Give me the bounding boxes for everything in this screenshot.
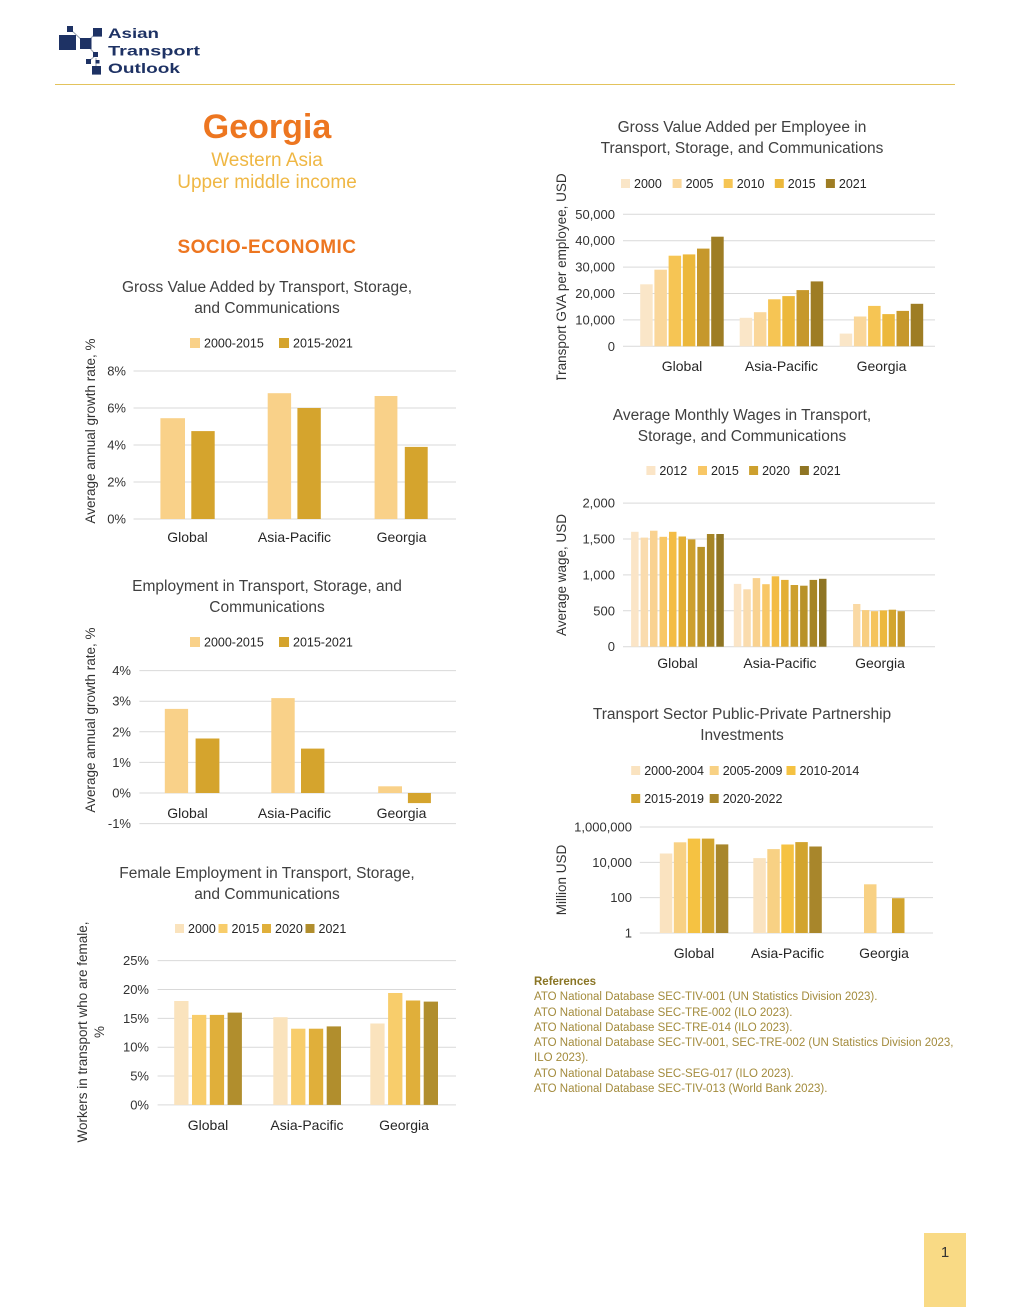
svg-text:Georgia: Georgia bbox=[857, 358, 907, 374]
svg-text:2000-2015: 2000-2015 bbox=[204, 337, 264, 351]
svg-text:Georgia: Georgia bbox=[859, 945, 909, 961]
svg-text:2015: 2015 bbox=[232, 922, 260, 936]
svg-text:Gross Value Added by Transport: Gross Value Added by Transport, Storage, bbox=[122, 279, 412, 296]
svg-text:Global: Global bbox=[662, 358, 702, 374]
svg-text:0%: 0% bbox=[112, 786, 131, 801]
svg-text:3%: 3% bbox=[112, 694, 131, 709]
svg-text:Million USD: Million USD bbox=[554, 844, 569, 915]
svg-text:Female Employment in Transport: Female Employment in Transport, Storage, bbox=[119, 865, 415, 882]
svg-text:Asia-Pacific: Asia-Pacific bbox=[745, 358, 818, 374]
svg-text:30,000: 30,000 bbox=[575, 260, 615, 275]
svg-text:2000: 2000 bbox=[188, 922, 216, 936]
svg-text:0: 0 bbox=[608, 639, 615, 654]
svg-text:0%: 0% bbox=[130, 1097, 149, 1112]
svg-text:%: % bbox=[92, 1026, 107, 1038]
svg-text:2020: 2020 bbox=[762, 464, 790, 478]
svg-text:20%: 20% bbox=[123, 982, 149, 997]
svg-text:2,000: 2,000 bbox=[582, 496, 615, 511]
svg-text:40,000: 40,000 bbox=[575, 233, 615, 248]
svg-text:Georgia: Georgia bbox=[855, 655, 905, 671]
svg-text:Global: Global bbox=[188, 1117, 228, 1133]
svg-text:2015-2019: 2015-2019 bbox=[644, 792, 704, 806]
svg-text:6%: 6% bbox=[107, 401, 126, 416]
svg-text:Average Monthly Wages in Trans: Average Monthly Wages in Transport, bbox=[613, 407, 871, 424]
svg-text:5%: 5% bbox=[130, 1069, 149, 1084]
svg-text:Georgia: Georgia bbox=[377, 529, 427, 545]
svg-text:Asia-Pacific: Asia-Pacific bbox=[258, 805, 331, 821]
svg-text:Global: Global bbox=[167, 805, 207, 821]
svg-text:8%: 8% bbox=[107, 364, 126, 379]
svg-text:1,000: 1,000 bbox=[582, 567, 615, 582]
svg-text:Transport: Transport bbox=[108, 43, 201, 58]
svg-text:2015: 2015 bbox=[788, 177, 816, 191]
svg-text:1,000,000: 1,000,000 bbox=[574, 820, 632, 835]
svg-text:2005: 2005 bbox=[686, 177, 714, 191]
svg-text:2%: 2% bbox=[107, 475, 126, 490]
svg-text:and Communications: and Communications bbox=[194, 886, 340, 903]
svg-text:2000: 2000 bbox=[634, 177, 662, 191]
svg-text:Outlook: Outlook bbox=[108, 61, 181, 76]
svg-text:500: 500 bbox=[593, 603, 615, 618]
svg-text:Asia-Pacific: Asia-Pacific bbox=[743, 655, 816, 671]
svg-text:and Communications: and Communications bbox=[194, 300, 340, 317]
svg-text:2012: 2012 bbox=[659, 464, 687, 478]
svg-text:10,000: 10,000 bbox=[592, 855, 632, 870]
svg-text:Average annual growth rate, %: Average annual growth rate, % bbox=[83, 338, 98, 523]
svg-text:Global: Global bbox=[674, 945, 714, 961]
svg-text:Average wage, USD: Average wage, USD bbox=[554, 514, 569, 636]
svg-text:0%: 0% bbox=[107, 512, 126, 527]
svg-text:50,000: 50,000 bbox=[575, 207, 615, 222]
svg-text:2%: 2% bbox=[112, 724, 131, 739]
svg-text:Transport, Storage, and Commun: Transport, Storage, and Communications bbox=[601, 140, 884, 157]
svg-text:2010: 2010 bbox=[737, 177, 765, 191]
svg-text:Asian: Asian bbox=[108, 26, 159, 41]
svg-text:Gross Value Added per Employee: Gross Value Added per Employee in bbox=[618, 119, 867, 136]
svg-text:Average annual growth rate, %: Average annual growth rate, % bbox=[83, 627, 98, 812]
svg-text:Investments: Investments bbox=[700, 727, 784, 744]
svg-text:Georgia: Georgia bbox=[379, 1117, 429, 1133]
svg-text:Georgia: Georgia bbox=[377, 805, 427, 821]
svg-text:Global: Global bbox=[657, 655, 697, 671]
svg-text:4%: 4% bbox=[112, 663, 131, 678]
svg-text:2021: 2021 bbox=[813, 464, 841, 478]
svg-text:10,000: 10,000 bbox=[575, 312, 615, 327]
svg-text:Asia-Pacific: Asia-Pacific bbox=[258, 529, 331, 545]
svg-text:15%: 15% bbox=[123, 1011, 149, 1026]
svg-text:2010-2014: 2010-2014 bbox=[800, 764, 860, 778]
svg-text:25%: 25% bbox=[123, 953, 149, 968]
svg-text:1,500: 1,500 bbox=[582, 532, 615, 547]
svg-text:20,000: 20,000 bbox=[575, 286, 615, 301]
svg-text:Transport Sector Public-Privat: Transport Sector Public-Private Partners… bbox=[593, 706, 891, 723]
svg-text:Asia-Pacific: Asia-Pacific bbox=[751, 945, 824, 961]
svg-text:0: 0 bbox=[608, 339, 615, 354]
svg-text:2005-2009: 2005-2009 bbox=[723, 764, 783, 778]
svg-text:Workers in transport who are f: Workers in transport who are female, bbox=[75, 921, 90, 1142]
svg-text:2020-2022: 2020-2022 bbox=[723, 792, 783, 806]
svg-text:2000-2015: 2000-2015 bbox=[204, 636, 264, 650]
svg-text:Transport GVA per employee, US: Transport GVA per employee, USD bbox=[554, 173, 569, 380]
svg-text:1: 1 bbox=[625, 926, 632, 941]
svg-text:2000-2004: 2000-2004 bbox=[644, 764, 704, 778]
svg-text:Global: Global bbox=[167, 529, 207, 545]
svg-text:2020: 2020 bbox=[275, 922, 303, 936]
svg-text:Communications: Communications bbox=[209, 599, 325, 616]
svg-text:1%: 1% bbox=[112, 755, 131, 770]
svg-text:Storage, and Communications: Storage, and Communications bbox=[638, 428, 847, 445]
svg-text:2021: 2021 bbox=[839, 177, 867, 191]
svg-text:2021: 2021 bbox=[319, 922, 347, 936]
svg-text:4%: 4% bbox=[107, 438, 126, 453]
svg-text:Asia-Pacific: Asia-Pacific bbox=[270, 1117, 343, 1133]
svg-text:-1%: -1% bbox=[108, 816, 132, 831]
svg-text:2015: 2015 bbox=[711, 464, 739, 478]
svg-text:Employment in Transport, Stora: Employment in Transport, Storage, and bbox=[132, 578, 402, 595]
svg-text:2015-2021: 2015-2021 bbox=[293, 636, 353, 650]
svg-text:2015-2021: 2015-2021 bbox=[293, 337, 353, 351]
svg-text:10%: 10% bbox=[123, 1040, 149, 1055]
svg-text:100: 100 bbox=[610, 890, 632, 905]
